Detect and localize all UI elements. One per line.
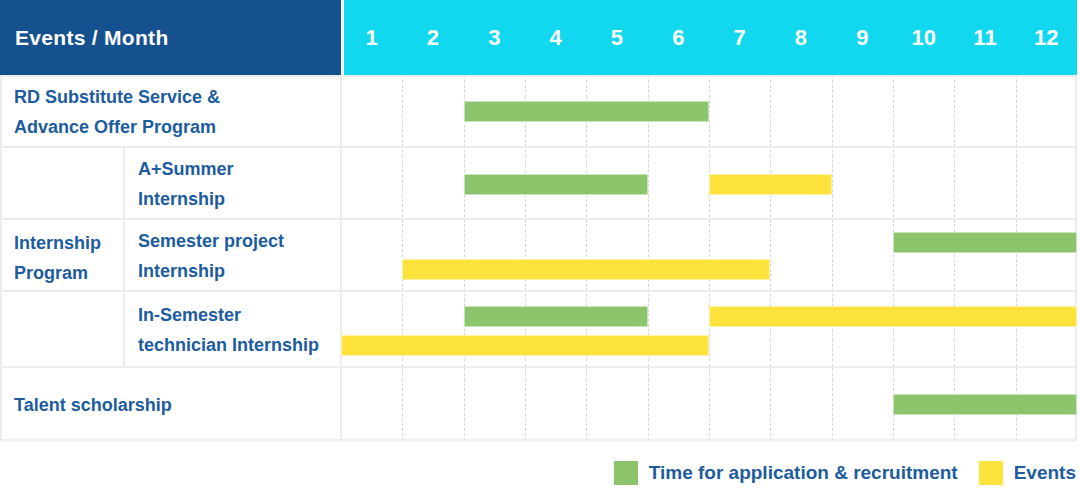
legend-item-application: Time for application & recruitment <box>614 461 958 485</box>
month-header-12: 12 <box>1016 0 1077 75</box>
row-label: A+SummerInternship <box>124 148 341 220</box>
month-header-11: 11 <box>954 0 1015 75</box>
legend-swatch-events <box>979 461 1003 485</box>
month-header-9: 9 <box>832 0 893 75</box>
group-label-internship-program: InternshipProgram <box>0 148 124 368</box>
month-header-7: 7 <box>709 0 770 75</box>
month-header-3: 3 <box>464 0 525 75</box>
month-gridline <box>893 75 894 441</box>
month-gridline <box>648 75 649 441</box>
month-header-1: 1 <box>341 0 402 75</box>
month-gridline <box>954 75 955 441</box>
month-gridline <box>709 75 710 441</box>
gantt-bar-application <box>893 232 1077 253</box>
gantt-bar-application <box>893 394 1077 415</box>
legend-label: Events <box>1014 462 1076 484</box>
month-header-5: 5 <box>586 0 647 75</box>
row-label: Semester projectInternship <box>124 220 341 292</box>
row-label: In-Semestertechnician Internship <box>124 292 341 368</box>
legend-item-events: Events <box>979 461 1076 485</box>
month-gridline <box>770 75 771 441</box>
gantt-bar-application <box>464 306 648 327</box>
table-right-border <box>1075 75 1077 441</box>
row-label: Talent scholarship <box>0 368 341 441</box>
gantt-bar-events <box>402 259 770 280</box>
gantt-bar-events <box>709 174 832 195</box>
month-header-6: 6 <box>648 0 709 75</box>
gantt-schedule-table: Events / Month 123456789101112Internship… <box>0 0 1080 494</box>
header-events-month-label: Events / Month <box>0 0 341 75</box>
legend-swatch-application <box>614 461 638 485</box>
legend-label: Time for application & recruitment <box>649 462 958 484</box>
gantt-bar-events <box>341 335 709 356</box>
gantt-bar-application <box>464 101 709 122</box>
row-label: RD Substitute Service &Advance Offer Pro… <box>0 75 341 148</box>
month-header-2: 2 <box>402 0 463 75</box>
month-gridline <box>525 75 526 441</box>
month-header-10: 10 <box>893 0 954 75</box>
gantt-bar-events <box>709 306 1077 327</box>
legend: Time for application & recruitment Events <box>614 459 1076 487</box>
month-header-4: 4 <box>525 0 586 75</box>
gantt-bar-application <box>464 174 648 195</box>
month-gridline <box>586 75 587 441</box>
month-gridline <box>1016 75 1017 441</box>
month-gridline <box>402 75 403 441</box>
month-header-8: 8 <box>770 0 831 75</box>
month-gridline <box>464 75 465 441</box>
month-gridline <box>832 75 833 441</box>
